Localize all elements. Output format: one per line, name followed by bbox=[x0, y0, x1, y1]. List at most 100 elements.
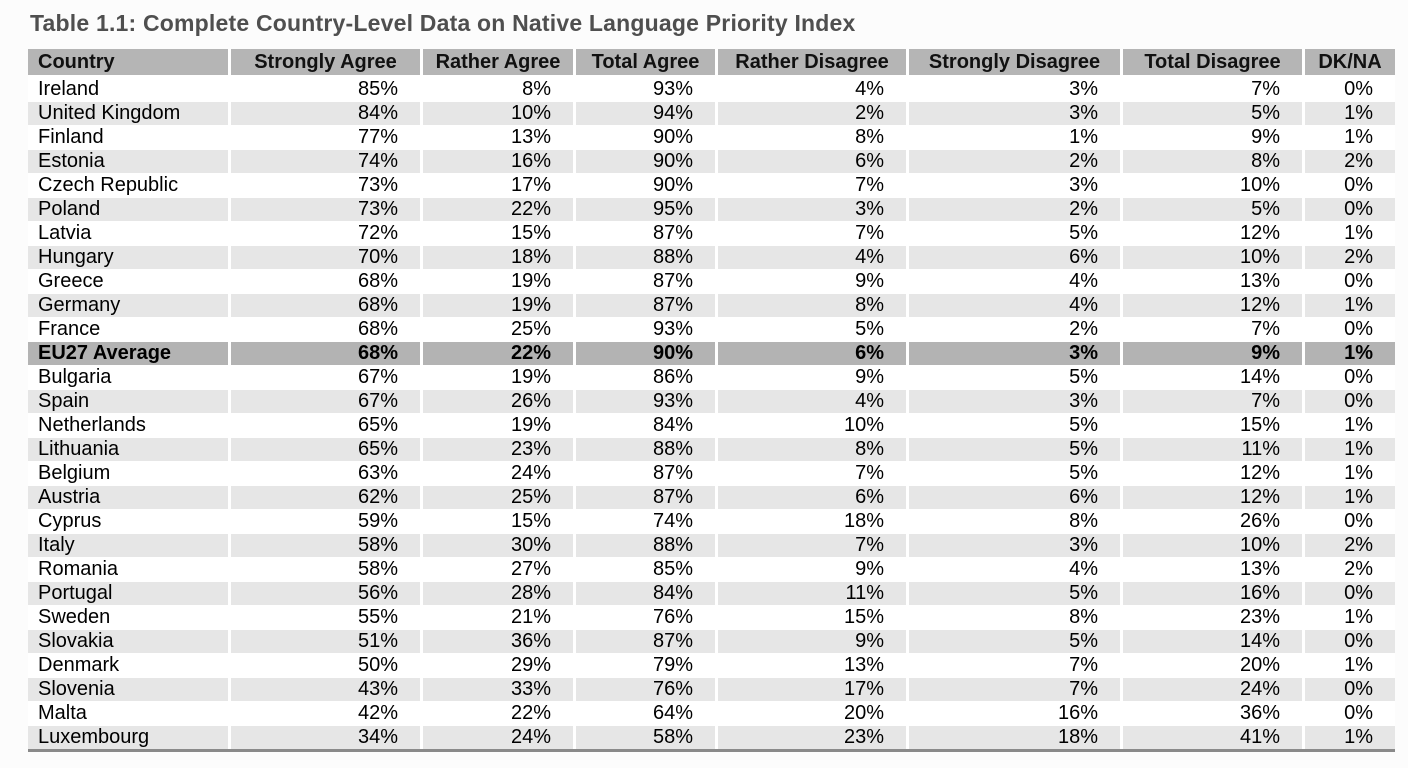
value-cell: 22% bbox=[420, 341, 573, 365]
value-cell: 12% bbox=[1120, 461, 1302, 485]
table-row: Italy 58% 30% 88% 7% 3% 10% 2% bbox=[28, 533, 1395, 557]
value-cell: 1% bbox=[1302, 341, 1395, 365]
value-cell: 8% bbox=[715, 293, 906, 317]
value-cell: 24% bbox=[420, 725, 573, 749]
value-cell: 15% bbox=[420, 221, 573, 245]
value-cell: 13% bbox=[1120, 557, 1302, 581]
value-cell: 3% bbox=[906, 389, 1120, 413]
value-cell: 5% bbox=[906, 581, 1120, 605]
value-cell: 88% bbox=[573, 437, 715, 461]
value-cell: 6% bbox=[715, 485, 906, 509]
value-cell: 1% bbox=[1302, 125, 1395, 149]
value-cell: 2% bbox=[1302, 557, 1395, 581]
value-cell: 1% bbox=[1302, 413, 1395, 437]
value-cell: 27% bbox=[420, 557, 573, 581]
value-cell: 11% bbox=[715, 581, 906, 605]
value-cell: 18% bbox=[715, 509, 906, 533]
value-cell: 8% bbox=[420, 77, 573, 101]
value-cell: 59% bbox=[228, 509, 420, 533]
value-cell: 65% bbox=[228, 437, 420, 461]
table-row: Malta 42% 22% 64% 20% 16% 36% 0% bbox=[28, 701, 1395, 725]
value-cell: 9% bbox=[715, 557, 906, 581]
value-cell: 8% bbox=[715, 437, 906, 461]
value-cell: 87% bbox=[573, 485, 715, 509]
value-cell: 87% bbox=[573, 221, 715, 245]
value-cell: 16% bbox=[420, 149, 573, 173]
table-row: EU27 Average 68% 22% 90% 6% 3% 9% 1% bbox=[28, 341, 1395, 365]
header-row: Country Strongly Agree Rather Agree Tota… bbox=[28, 49, 1395, 77]
value-cell: 0% bbox=[1302, 389, 1395, 413]
country-cell: Netherlands bbox=[28, 413, 228, 437]
value-cell: 10% bbox=[1120, 245, 1302, 269]
value-cell: 63% bbox=[228, 461, 420, 485]
value-cell: 6% bbox=[906, 485, 1120, 509]
table-row: Cyprus 59% 15% 74% 18% 8% 26% 0% bbox=[28, 509, 1395, 533]
value-cell: 18% bbox=[420, 245, 573, 269]
value-cell: 2% bbox=[906, 149, 1120, 173]
table-row: United Kingdom 84% 10% 94% 2% 3% 5% 1% bbox=[28, 101, 1395, 125]
value-cell: 16% bbox=[906, 701, 1120, 725]
value-cell: 10% bbox=[1120, 173, 1302, 197]
table-row: Poland 73% 22% 95% 3% 2% 5% 0% bbox=[28, 197, 1395, 221]
table-row: Germany 68% 19% 87% 8% 4% 12% 1% bbox=[28, 293, 1395, 317]
value-cell: 9% bbox=[715, 269, 906, 293]
value-cell: 7% bbox=[906, 653, 1120, 677]
value-cell: 4% bbox=[906, 293, 1120, 317]
value-cell: 0% bbox=[1302, 269, 1395, 293]
column-header-rather-agree: Rather Agree bbox=[420, 49, 573, 77]
value-cell: 4% bbox=[715, 389, 906, 413]
value-cell: 7% bbox=[1120, 389, 1302, 413]
value-cell: 2% bbox=[1302, 245, 1395, 269]
value-cell: 0% bbox=[1302, 173, 1395, 197]
value-cell: 2% bbox=[1302, 533, 1395, 557]
value-cell: 10% bbox=[1120, 533, 1302, 557]
value-cell: 90% bbox=[573, 341, 715, 365]
value-cell: 11% bbox=[1120, 437, 1302, 461]
value-cell: 6% bbox=[906, 245, 1120, 269]
value-cell: 14% bbox=[1120, 629, 1302, 653]
value-cell: 68% bbox=[228, 317, 420, 341]
value-cell: 7% bbox=[715, 173, 906, 197]
value-cell: 18% bbox=[906, 725, 1120, 749]
country-cell: Spain bbox=[28, 389, 228, 413]
value-cell: 13% bbox=[715, 653, 906, 677]
value-cell: 6% bbox=[715, 341, 906, 365]
value-cell: 7% bbox=[715, 221, 906, 245]
value-cell: 73% bbox=[228, 197, 420, 221]
value-cell: 4% bbox=[715, 245, 906, 269]
value-cell: 93% bbox=[573, 317, 715, 341]
table-row: Czech Republic 73% 17% 90% 7% 3% 10% 0% bbox=[28, 173, 1395, 197]
value-cell: 33% bbox=[420, 677, 573, 701]
country-cell: Czech Republic bbox=[28, 173, 228, 197]
value-cell: 74% bbox=[573, 509, 715, 533]
value-cell: 4% bbox=[906, 557, 1120, 581]
value-cell: 8% bbox=[906, 509, 1120, 533]
table-row: Ireland 85% 8% 93% 4% 3% 7% 0% bbox=[28, 77, 1395, 101]
value-cell: 1% bbox=[1302, 437, 1395, 461]
value-cell: 3% bbox=[906, 77, 1120, 101]
country-cell: Cyprus bbox=[28, 509, 228, 533]
value-cell: 94% bbox=[573, 101, 715, 125]
value-cell: 5% bbox=[715, 317, 906, 341]
value-cell: 1% bbox=[1302, 725, 1395, 749]
value-cell: 79% bbox=[573, 653, 715, 677]
value-cell: 86% bbox=[573, 365, 715, 389]
value-cell: 84% bbox=[573, 413, 715, 437]
value-cell: 58% bbox=[228, 557, 420, 581]
value-cell: 0% bbox=[1302, 581, 1395, 605]
table-row: Hungary 70% 18% 88% 4% 6% 10% 2% bbox=[28, 245, 1395, 269]
value-cell: 95% bbox=[573, 197, 715, 221]
value-cell: 8% bbox=[1120, 149, 1302, 173]
column-header-rather-disagree: Rather Disagree bbox=[715, 49, 906, 77]
value-cell: 0% bbox=[1302, 509, 1395, 533]
value-cell: 85% bbox=[228, 77, 420, 101]
column-header-total-disagree: Total Disagree bbox=[1120, 49, 1302, 77]
value-cell: 34% bbox=[228, 725, 420, 749]
value-cell: 22% bbox=[420, 701, 573, 725]
value-cell: 19% bbox=[420, 413, 573, 437]
value-cell: 1% bbox=[1302, 221, 1395, 245]
value-cell: 87% bbox=[573, 269, 715, 293]
country-cell: EU27 Average bbox=[28, 341, 228, 365]
table-row: Finland 77% 13% 90% 8% 1% 9% 1% bbox=[28, 125, 1395, 149]
country-cell: Portugal bbox=[28, 581, 228, 605]
